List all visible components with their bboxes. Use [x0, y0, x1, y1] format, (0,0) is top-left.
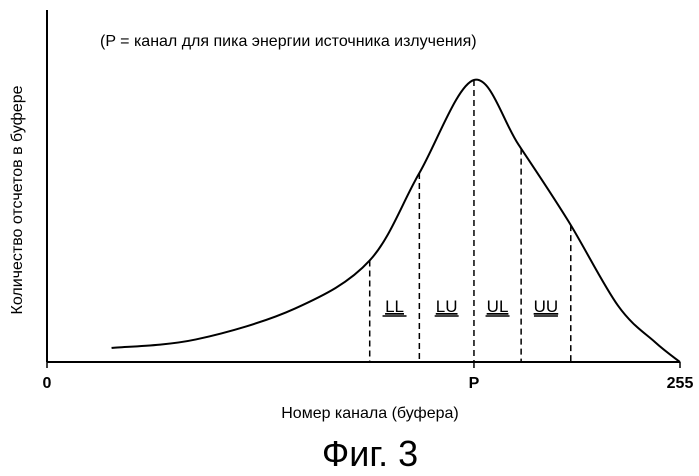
region-label-ll: LL — [385, 297, 404, 316]
x-tick-label-1: P — [469, 375, 480, 392]
x-axis-label: Номер канала (буфера) — [281, 405, 459, 422]
region-label-ul: UL — [487, 297, 509, 316]
x-tick-label-2: 255 — [667, 375, 694, 392]
region-label-lu: LU — [436, 297, 458, 316]
chart-title: (P = канал для пика энергии источника из… — [100, 33, 477, 50]
x-ticks: 0 P 255 — [43, 362, 694, 392]
figure-caption: Фиг. 3 — [322, 433, 418, 474]
y-axis-label: Количество отсчетов в буфере — [9, 85, 26, 314]
region-dividers — [368, 79, 572, 362]
distribution-curve — [111, 78, 681, 363]
region-label-uu: UU — [534, 297, 559, 316]
x-tick-label-0: 0 — [43, 375, 52, 392]
region-labels: LL LU UL UU — [382, 297, 559, 317]
